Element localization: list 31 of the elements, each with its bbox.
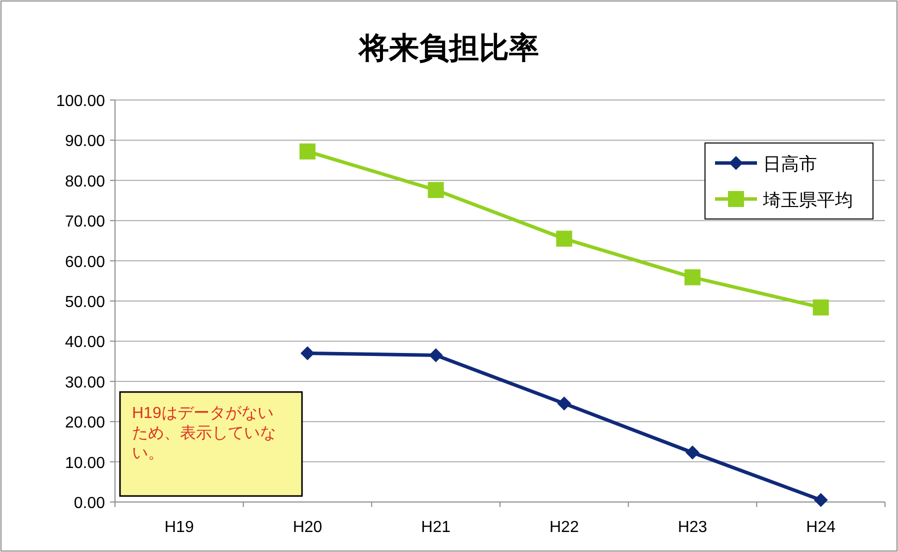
point: [812, 299, 829, 316]
x-tick-label: H24: [806, 519, 836, 536]
y-tick-label: 30.00: [64, 374, 106, 392]
point: [684, 269, 700, 286]
point: [814, 492, 828, 507]
x-tick-label: H21: [421, 519, 451, 536]
y-tick-label: 50.00: [64, 294, 106, 311]
x-tick-label: H20: [292, 519, 322, 536]
y-tick-label: 60.00: [64, 254, 106, 271]
point: [300, 143, 316, 160]
point: [428, 348, 443, 362]
x-tick-label: H22: [549, 519, 579, 536]
y-tick-label: 80.00: [64, 173, 106, 190]
y-tick-label: 0.00: [74, 495, 106, 512]
point: [686, 446, 700, 460]
legend-label: 埼玉県平均: [762, 190, 853, 210]
legend-label: 日高市: [763, 154, 817, 174]
x-tick-label: H23: [678, 519, 708, 536]
point: [557, 396, 572, 411]
point: [556, 230, 572, 247]
y-tick-label: 10.00: [64, 454, 106, 472]
chart-title: 将来負担比率: [357, 31, 539, 65]
annotation: H19はデータがないため、表示していない。: [132, 404, 277, 464]
y-tick-label: 70.00: [64, 214, 106, 231]
y-tick-label: 90.00: [64, 133, 106, 150]
y-tick-label: 20.00: [64, 414, 106, 432]
point: [428, 182, 444, 198]
y-tick-label: 40.00: [64, 334, 106, 352]
x-tick-label: H19: [164, 519, 194, 536]
point: [300, 346, 314, 360]
y-tick-label: 100.00: [56, 93, 106, 110]
